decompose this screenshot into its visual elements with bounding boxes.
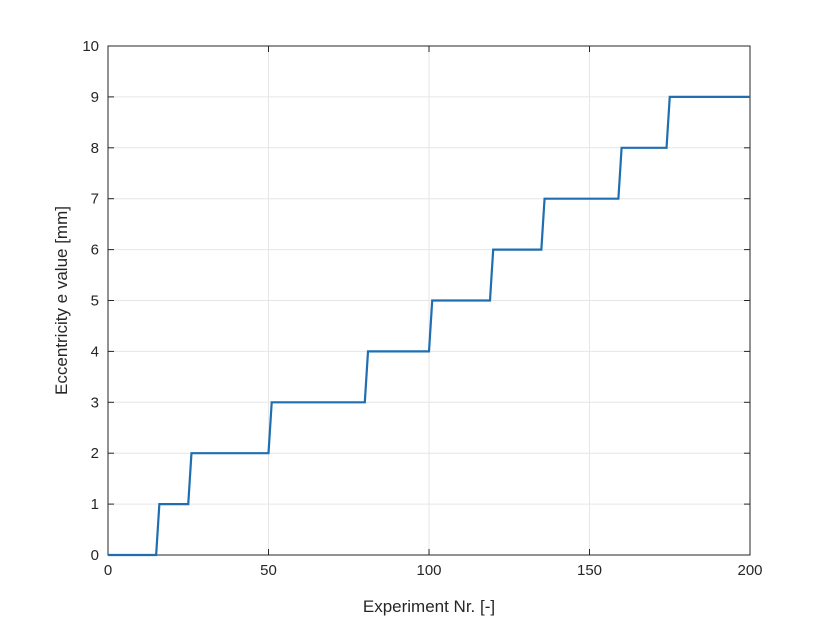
- y-tick-label: 0: [91, 547, 99, 564]
- y-tick-label: 9: [91, 89, 99, 106]
- y-axis-label: Eccentricity e value [mm]: [52, 206, 71, 395]
- y-tick-label: 4: [91, 343, 99, 360]
- y-tick-label: 1: [91, 496, 99, 513]
- y-tick-label: 3: [91, 394, 99, 411]
- y-tick-label: 8: [91, 140, 99, 157]
- x-axis-label: Experiment Nr. [-]: [363, 597, 495, 616]
- x-tick-label: 50: [260, 562, 277, 579]
- axis-ticks: 0 50 100 150 200 0 1 2 3 4 5 6 7 8 9 10: [82, 38, 762, 579]
- grid: [107, 45, 751, 556]
- y-tick-label: 7: [91, 191, 99, 208]
- y-tick-label: 2: [91, 445, 99, 462]
- y-tick-label: 6: [91, 242, 99, 259]
- x-tick-label: 0: [104, 562, 112, 579]
- y-tick-label: 10: [82, 38, 99, 55]
- series-layer: [108, 95, 750, 557]
- x-tick-label: 200: [737, 562, 762, 579]
- series-line: [108, 95, 750, 557]
- x-tick-label: 150: [577, 562, 602, 579]
- x-tick-label: 100: [416, 562, 441, 579]
- y-tick-label: 5: [91, 293, 99, 310]
